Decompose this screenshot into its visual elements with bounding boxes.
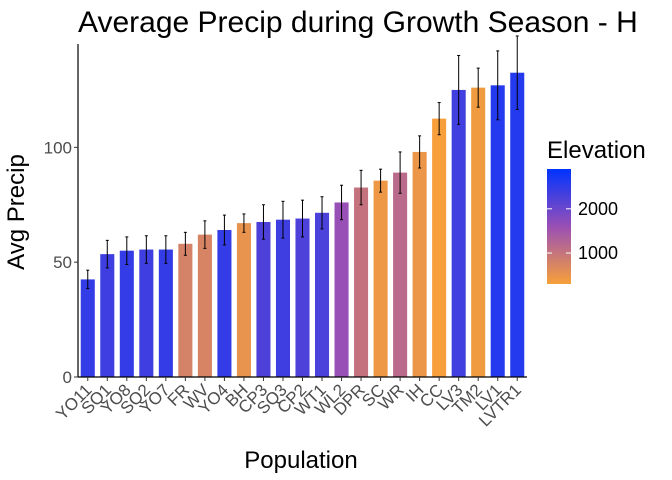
bar-yo11: [80, 279, 95, 377]
chart-title: Average Precip during Growth Season - H: [78, 6, 638, 39]
error-bar-tm2: [476, 67, 480, 108]
x-axis-title: Population: [244, 447, 357, 474]
error-bar-yo11: [86, 269, 90, 290]
x-ticks-group: YO11SQ1YO8SQ2YO7FRWVYO4BHCP3SQ3CP2WT1WL2…: [52, 377, 525, 430]
error-bar-yo7: [164, 235, 168, 264]
error-bar-wl2: [340, 184, 344, 221]
error-bar-yo4: [222, 214, 226, 246]
error-bar-wt1: [320, 196, 324, 230]
y-tick-label: 0: [63, 368, 72, 387]
error-bar-ih: [418, 135, 422, 169]
bar-lvtr1: [510, 72, 525, 378]
bar-sc: [373, 180, 388, 377]
error-bar-cp2: [301, 199, 304, 238]
error-bar-bh: [242, 213, 246, 233]
error-bar-sc: [379, 168, 383, 193]
error-bar-cc: [437, 102, 441, 136]
error-bar-sq3: [281, 200, 285, 239]
y-tick-label: 100: [44, 138, 72, 157]
y-axis-title: Avg Precip: [3, 154, 30, 270]
bar-lv3: [451, 89, 466, 378]
error-bar-sq2: [144, 235, 148, 264]
bar-yo7: [158, 249, 173, 377]
bar-ih: [412, 151, 427, 377]
legend-tick-label: 2000: [578, 199, 618, 219]
bar-fr: [178, 243, 193, 377]
error-bar-wv: [203, 220, 207, 249]
error-bar-cp3: [261, 204, 265, 240]
legend: Elevation 2000 1000: [547, 137, 646, 284]
error-bar-lvtr1: [515, 35, 519, 110]
bar-wl2: [334, 202, 349, 377]
bar-yo8: [119, 250, 134, 377]
bar-sq1: [100, 254, 115, 377]
bar-wr: [393, 172, 408, 377]
bar-sq2: [139, 249, 154, 377]
error-bar-dpr: [359, 169, 363, 206]
bar-wt1: [314, 212, 330, 377]
error-bar-fr: [183, 231, 187, 256]
error-bar-wr: [398, 151, 402, 194]
bar-tm2: [471, 87, 486, 377]
bar-lv1: [490, 85, 505, 377]
error-bar-lv1: [496, 50, 500, 121]
bar-cp2: [295, 218, 310, 377]
bar-bh: [236, 223, 251, 377]
error-bar-yo8: [125, 236, 129, 265]
legend-color-bar: [547, 169, 571, 284]
legend-title: Elevation: [547, 137, 646, 164]
bars-group: [80, 72, 525, 378]
legend-tick-label: 1000: [578, 243, 618, 263]
y-ticks-group: 0 50 100: [44, 138, 78, 387]
legend-ticks-group: 2000 1000: [547, 199, 618, 263]
bar-sq3: [275, 219, 291, 377]
bar-dpr: [354, 187, 369, 377]
bar-cc: [432, 118, 447, 377]
plot-area: 0 50 100 YO11SQ1YO8SQ2YO7FRWVYO4BHCP3SQ3CP…: [44, 35, 527, 430]
bar-yo4: [217, 230, 232, 377]
y-tick-label: 50: [53, 253, 72, 272]
bar-cp3: [256, 221, 271, 377]
error-bar-lv3: [457, 54, 461, 125]
error-bar-sq1: [105, 239, 109, 269]
error-bars-group: [86, 35, 519, 290]
bar-wv: [197, 234, 212, 377]
